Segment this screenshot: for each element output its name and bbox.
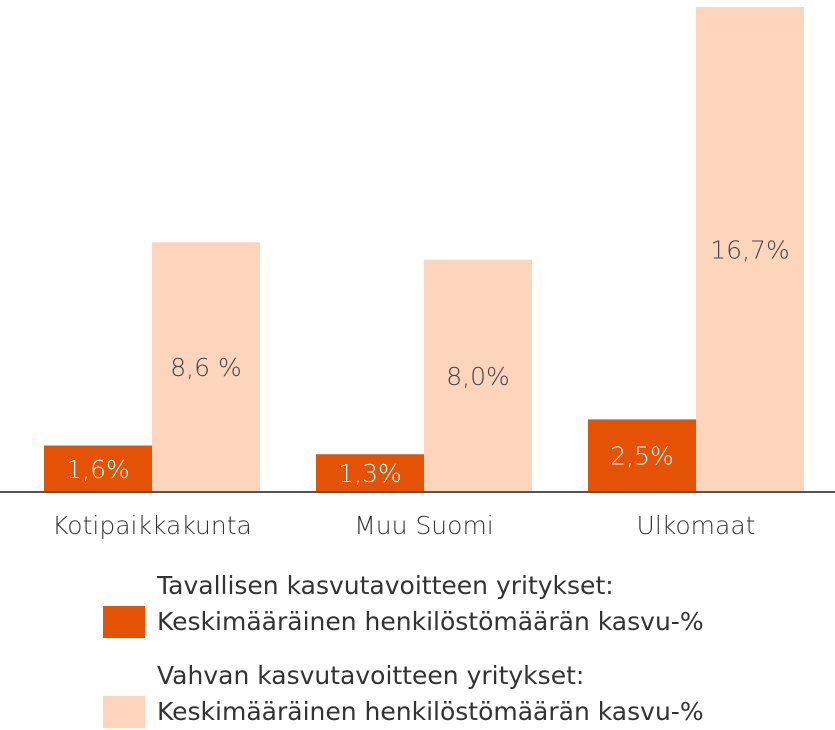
x-tick-label: Muu Suomi [354,511,494,540]
value-label: 2,5% [610,442,674,471]
legend-item: Vahvan kasvutavoitteen yritykset: Keskim… [103,658,704,730]
bar [44,445,152,492]
bar [588,419,696,492]
chart: 1,6% 1,3% 2,5% 8,6 % 8,0% 16,7% Kotipaikkakunt… [0,7,835,540]
bar [316,454,424,492]
x-tick-label: Ulkomaat [637,511,756,540]
value-label: 8,0% [446,362,510,391]
x-tick-label: Kotipaikkakunta [52,511,252,540]
legend-swatch [103,606,145,638]
bar [424,259,532,492]
value-label: 8,6 % [170,353,241,382]
value-label: 1,6% [66,455,130,484]
bar [696,7,804,492]
legend-label: Vahvan kasvutavoitteen yritykset: Keskim… [157,661,704,726]
legend-swatch [103,696,145,728]
legend-label: Tavallisen kasvutavoitteen yritykset: Ke… [157,571,704,636]
bar [152,242,260,492]
legend-item: Tavallisen kasvutavoitteen yritykset: Ke… [103,568,704,640]
value-label: 16,7% [710,236,789,265]
value-label: 1,3% [338,459,402,488]
